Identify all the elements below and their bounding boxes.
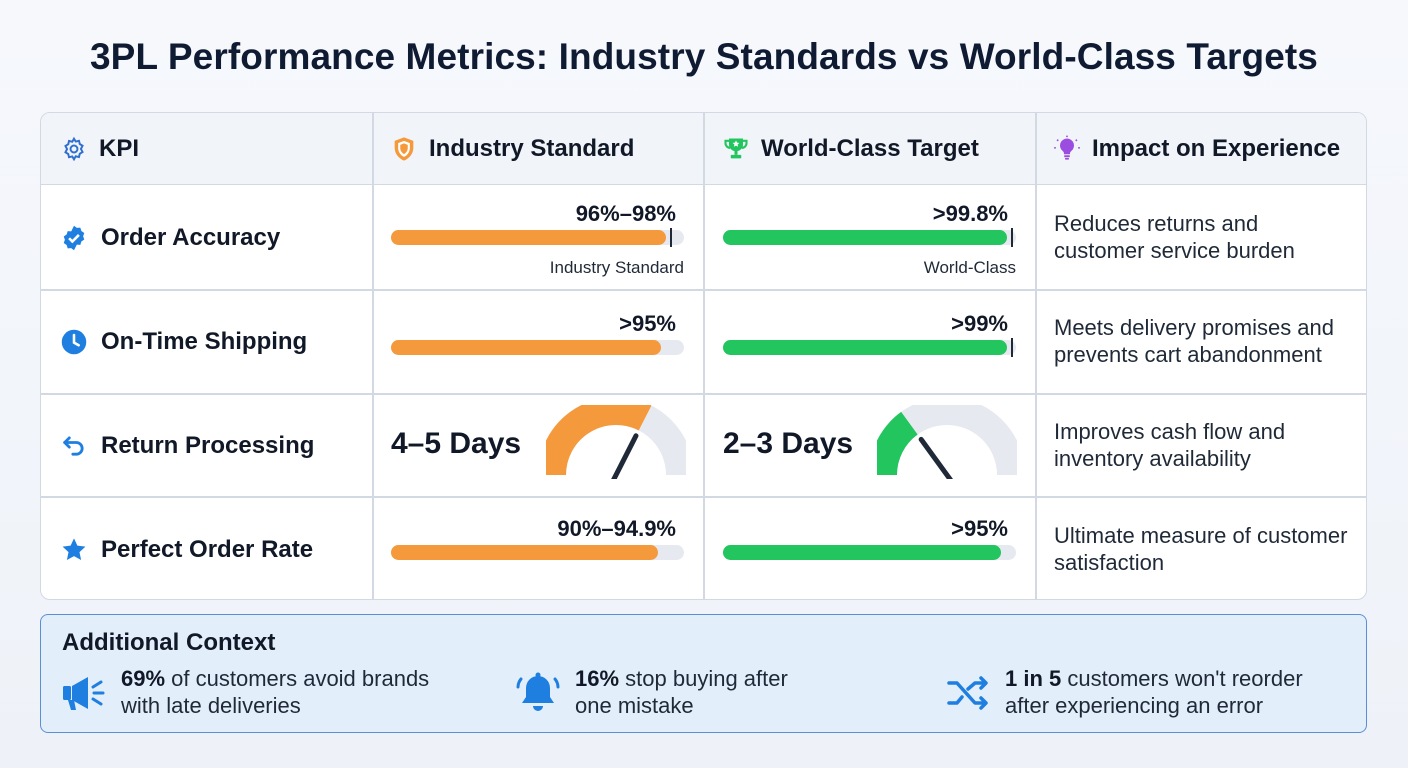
industry-gauge [546, 405, 686, 479]
industry-value: 96%–98% [575, 201, 676, 226]
context-stat: 16% [575, 666, 620, 691]
shuffle-icon [945, 669, 991, 717]
bell-icon [515, 669, 561, 717]
additional-context-panel: Additional Context 69% of customers avoi… [40, 614, 1367, 733]
kpi-label: Perfect Order Rate [101, 536, 314, 563]
industry-progress-fill [391, 230, 667, 245]
verified-badge-icon [59, 223, 89, 253]
context-text-line2: after experiencing an error [1005, 693, 1264, 718]
context-title: Additional Context [62, 629, 276, 656]
row-divider [41, 393, 1366, 395]
context-item: 1 in 5 customers won't reorder after exp… [945, 665, 1303, 719]
world-class-value: >99% [951, 311, 1008, 336]
industry-progress-bar [391, 228, 684, 247]
context-text-line2: one mistake [575, 693, 694, 718]
kpi-order-accuracy: Order Accuracy [59, 186, 280, 290]
clock-icon [59, 327, 89, 357]
header-label: Industry Standard [429, 135, 635, 162]
header-impact: Impact on Experience [1052, 113, 1340, 185]
world-class-progress-fill [723, 545, 1002, 560]
world-class-days: 2–3 Days [723, 427, 854, 460]
world-class-caption: World-Class [923, 258, 1016, 277]
industry-days: 4–5 Days [391, 427, 522, 460]
impact-text: Improves cash flow and inventory availab… [1054, 419, 1286, 471]
world-class-gauge [877, 405, 1017, 479]
kpi-return-processing: Return Processing [59, 394, 314, 498]
kpi-table: KPI Industry Standard [40, 112, 1367, 600]
world-class-marker [1010, 338, 1013, 357]
context-item: 69% of customers avoid brands with late … [61, 665, 429, 719]
world-class-progress-bar [723, 228, 1016, 247]
trophy-icon [721, 134, 751, 164]
column-divider [372, 113, 374, 599]
kpi-label: On-Time Shipping [101, 328, 308, 355]
industry-progress-bar [391, 340, 684, 355]
industry-progress-fill [391, 340, 661, 355]
kpi-label: Order Accuracy [101, 224, 281, 251]
context-text-line2: with late deliveries [121, 693, 301, 718]
world-class-progress-bar [723, 545, 1016, 560]
industry-marker [669, 228, 672, 247]
page-title: 3PL Performance Metrics: Industry Standa… [90, 36, 1318, 77]
context-item: 16% stop buying after one mistake [515, 665, 788, 719]
context-text: 16% stop buying after one mistake [575, 665, 788, 719]
impact-text: Ultimate measure of customer satisfactio… [1054, 523, 1348, 575]
kpi-perfect-order-rate: Perfect Order Rate [59, 498, 314, 599]
header-label: World-Class Target [761, 135, 979, 162]
context-stat: 1 in 5 [1005, 666, 1062, 691]
industry-progress-bar [391, 545, 684, 560]
star-icon [59, 535, 89, 565]
return-arrow-icon [59, 431, 89, 461]
header-label: Impact on Experience [1092, 135, 1341, 162]
shield-icon [389, 134, 419, 164]
context-text-rest: of customers avoid brands [165, 666, 430, 691]
kpi-on-time-shipping: On-Time Shipping [59, 290, 307, 394]
industry-value: >95% [619, 311, 676, 336]
context-text-rest: customers won't reorder [1061, 666, 1303, 691]
industry-caption: Industry Standard [549, 258, 684, 277]
row-divider [41, 289, 1366, 291]
world-class-progress-fill [723, 230, 1008, 245]
context-text: 1 in 5 customers won't reorder after exp… [1005, 665, 1303, 719]
gauge-fill [546, 405, 652, 476]
column-divider [703, 113, 705, 599]
gauge-needle [611, 433, 639, 479]
world-class-progress-fill [723, 340, 1008, 355]
kpi-label: Return Processing [101, 432, 315, 459]
megaphone-icon [61, 669, 107, 717]
world-class-value: >99.8% [932, 201, 1008, 226]
header-label: KPI [99, 135, 140, 162]
gear-icon [59, 134, 89, 164]
gauge-fill [877, 411, 919, 476]
header-world-class: World-Class Target [721, 113, 979, 185]
impact-text: Meets delivery promises and prevents car… [1054, 315, 1335, 367]
context-text: 69% of customers avoid brands with late … [121, 665, 429, 719]
column-divider [1035, 113, 1037, 599]
industry-value: 90%–94.9% [557, 516, 676, 541]
lightbulb-icon [1052, 134, 1082, 164]
world-class-value: >95% [951, 516, 1008, 541]
world-class-progress-bar [723, 338, 1016, 357]
gauge-segment-divider [582, 437, 588, 443]
header-kpi: KPI [59, 113, 139, 185]
row-divider [41, 496, 1366, 498]
header-industry-standard: Industry Standard [389, 113, 634, 185]
context-stat: 69% [121, 666, 166, 691]
gauge-needle [918, 436, 953, 479]
world-class-marker [1010, 228, 1013, 247]
industry-progress-fill [391, 545, 658, 560]
context-text-rest: stop buying after [619, 666, 788, 691]
impact-text: Reduces returns and customer service bur… [1054, 211, 1295, 263]
